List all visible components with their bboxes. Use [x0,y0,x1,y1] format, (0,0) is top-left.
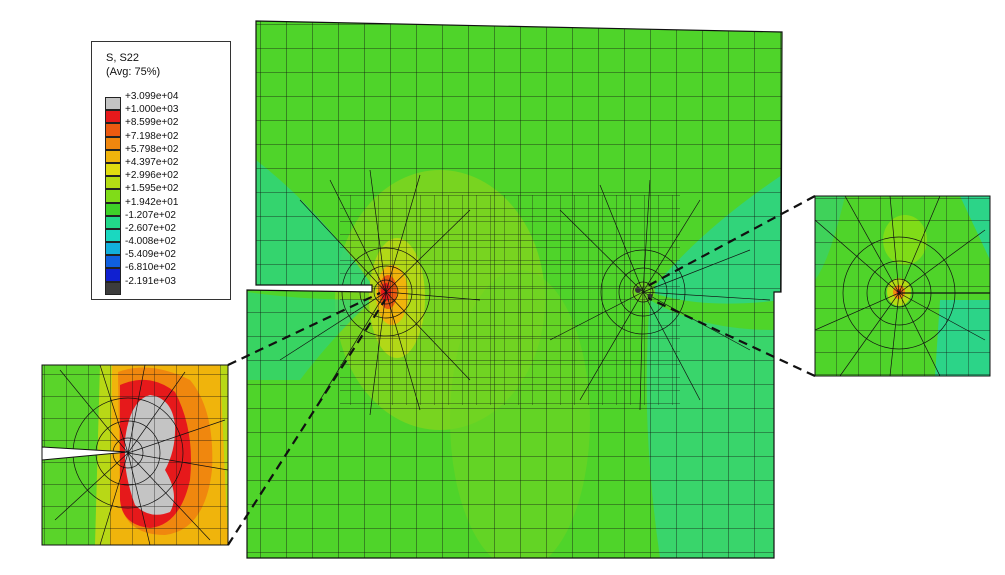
right-crack-inset [815,196,990,376]
legend-value: -2.607e+02 [125,222,176,234]
legend-swatch [105,162,121,177]
legend-value: +4.397e+02 [125,156,179,168]
legend-title: S, S22 [106,52,140,64]
legend-swatch [105,228,121,243]
legend-value: +2.996e+02 [125,170,179,182]
legend-swatch [105,242,121,256]
legend-swatch [105,136,121,150]
legend-swatch [105,281,121,295]
legend-value: -2.191e+03 [125,275,176,287]
legend-value-labels: +3.099e+04 +1.000e+03 +8.599e+02 +7.198e+02… [125,90,178,288]
legend-value: -6.810e+02 [125,262,176,274]
stress-legend: S, S22 (Avg: 75%) +3.099e+04 +1.000e+03 +8… [91,41,231,300]
legend-swatch [105,110,121,124]
plate-outline [246,20,783,559]
zoom-leader-lines [227,195,816,546]
legend-swatch [105,176,121,190]
legend-swatch [105,189,121,203]
legend-value: -1.207e+02 [125,209,176,221]
legend-swatch [105,97,121,111]
legend-value: +1.942e+01 [125,196,179,208]
legend-value: +7.198e+02 [125,130,179,142]
legend-swatch [105,123,121,137]
legend-swatch [105,255,121,269]
legend-value: -5.409e+02 [125,249,176,261]
legend-value: +1.000e+03 [125,104,179,116]
plate-mesh [247,21,782,558]
legend-averaging: (Avg: 75%) [106,66,161,78]
legend-value: +3.099e+04 [125,91,179,102]
legend-color-bar [105,97,121,295]
legend-swatch [105,215,121,229]
legend-swatch [105,202,121,216]
legend-swatch [105,268,121,282]
left-crack-inset [42,365,228,545]
legend-value: +1.595e+02 [125,183,179,195]
legend-value: +5.798e+02 [125,143,179,155]
legend-value: -4.008e+02 [125,236,176,248]
legend-swatch [105,149,121,163]
legend-value: +8.599e+02 [125,117,179,129]
